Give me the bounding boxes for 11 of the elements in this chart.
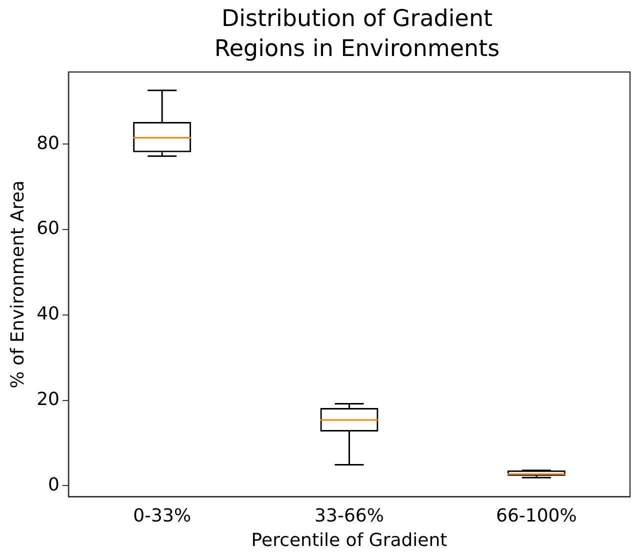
x-tick-label: 0-33% <box>133 505 192 526</box>
y-tick-label: 0 <box>48 474 60 496</box>
y-tick-label: 40 <box>36 304 60 325</box>
y-tick-label: 20 <box>36 388 60 410</box>
chart-title: Distribution of Gradient Regions in Environments <box>213 5 501 64</box>
y-tick-label: 60 <box>36 218 60 240</box>
y-tick-label: 80 <box>36 132 60 154</box>
x-tick-label: 33-66% <box>314 505 384 526</box>
x-tick-label: 66-100% <box>496 505 577 526</box>
y-axis-title: % of Environment Area <box>7 180 28 388</box>
x-axis-title: Percentile of Gradient <box>251 530 448 551</box>
